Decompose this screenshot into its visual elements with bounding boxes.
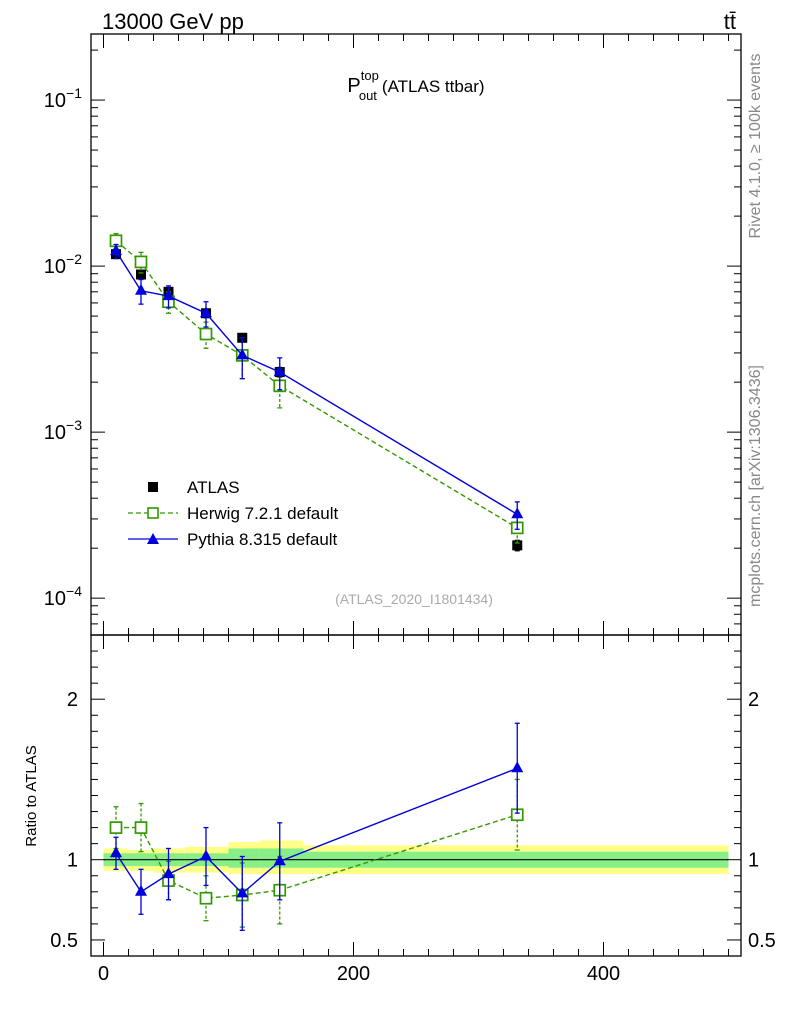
title-rest: (ATLAS ttbar) (382, 77, 485, 96)
plot-title: Ptop out (ATLAS ttbar) (347, 68, 484, 103)
ratio-y-tick-label-2: 0.5 (50, 930, 78, 952)
ratio-frame (90, 634, 742, 957)
rivet-label: Rivet 4.1.0, ≥ 100k events (747, 54, 764, 239)
x-tick-label-0: 0 (98, 963, 109, 985)
title-sup: top (361, 68, 379, 83)
main-pythia-point-2 (162, 289, 175, 301)
ratio-pythia-point-0 (110, 846, 122, 858)
ratio-herwig-point-1 (134, 821, 148, 834)
analysis-watermark: (ATLAS_2020_I1801434) (335, 591, 493, 607)
main-pythia-point-0 (110, 244, 122, 256)
y-tick-label-1: 10−2 (44, 251, 82, 278)
legend-marker-pythia (147, 533, 159, 544)
legend-label-herwig: Herwig 7.2.1 default (187, 504, 338, 523)
ratio-ylabel: Ratio to ATLAS (23, 745, 40, 846)
header-left: 13000 GeV pp (102, 9, 244, 34)
ratio-band-inner-4 (228, 848, 260, 868)
main-pythia-point-5 (273, 365, 286, 377)
main-herwig-point-1 (134, 255, 148, 269)
y-tick-exponent: −2 (66, 251, 82, 267)
ratio-pythia-line (115, 767, 518, 895)
legend-label-atlas: ATLAS (187, 478, 240, 497)
legend-marker-atlas (148, 482, 158, 492)
mcplots-label: mcplots.cern.ch [arXiv:1306.3436] (747, 365, 764, 607)
ratio-herwig-point-0 (109, 821, 123, 834)
x-tick-label-1: 200 (337, 963, 370, 985)
main-herwig-point-3 (199, 327, 213, 341)
ratio-pythia-point-2 (162, 867, 175, 879)
title-sub: out (359, 88, 377, 103)
y-tick-base: 10 (44, 588, 66, 610)
main-pythia-point-1 (135, 283, 147, 295)
header-right: tt̄ (724, 9, 736, 34)
legend-label-pythia: Pythia 8.315 default (187, 530, 338, 549)
main-pythia-point-6 (511, 507, 524, 519)
main-herwig-line (115, 240, 518, 529)
ratio-y-tick-label-0: 2 (67, 689, 78, 711)
legend: ATLAS Herwig 7.2.1 default Pythia 8.315 … (128, 478, 338, 549)
y-tick-label-2: 10−3 (44, 417, 82, 444)
y-tick-label-0: 10−1 (44, 85, 82, 112)
ratio-y-tick-label-right-0: 2 (748, 689, 759, 711)
main-pythia-point-3 (200, 306, 212, 318)
ratio-y-tick-label-1: 1 (67, 850, 78, 872)
main-panel: 10−110−210−310−4 (44, 33, 742, 636)
y-tick-exponent: −3 (66, 417, 82, 433)
ratio-pythia-point-6 (511, 761, 524, 773)
ratio-y-tick-label-right-1: 1 (748, 850, 759, 872)
y-tick-base: 10 (44, 90, 66, 112)
y-tick-exponent: −1 (66, 85, 82, 101)
ratio-pythia-point-3 (200, 849, 212, 861)
main-pythia-line (115, 250, 518, 515)
ratio-pythia-point-4 (236, 886, 249, 898)
y-tick-base: 10 (44, 422, 66, 444)
ratio-herwig-point-3 (199, 891, 213, 905)
main-atlas-point-6 (512, 540, 523, 551)
ratio-y-tick-label-right-2: 0.5 (748, 930, 776, 952)
x-tick-label-2: 400 (587, 963, 620, 985)
main-atlas-point-1 (136, 269, 146, 280)
ratio-pythia-point-1 (135, 884, 147, 896)
main-pythia-point-4 (236, 348, 249, 360)
y-tick-label-3: 10−4 (44, 583, 82, 610)
legend-marker-herwig (147, 507, 159, 519)
ratio-pythia-point-5 (273, 854, 286, 866)
y-tick-base: 10 (44, 256, 66, 278)
title-main: P (347, 75, 360, 97)
ratio-panel: 0 200 400 2 2 1 1 0.5 0.5 (50, 634, 776, 985)
y-tick-exponent: −4 (66, 583, 82, 599)
